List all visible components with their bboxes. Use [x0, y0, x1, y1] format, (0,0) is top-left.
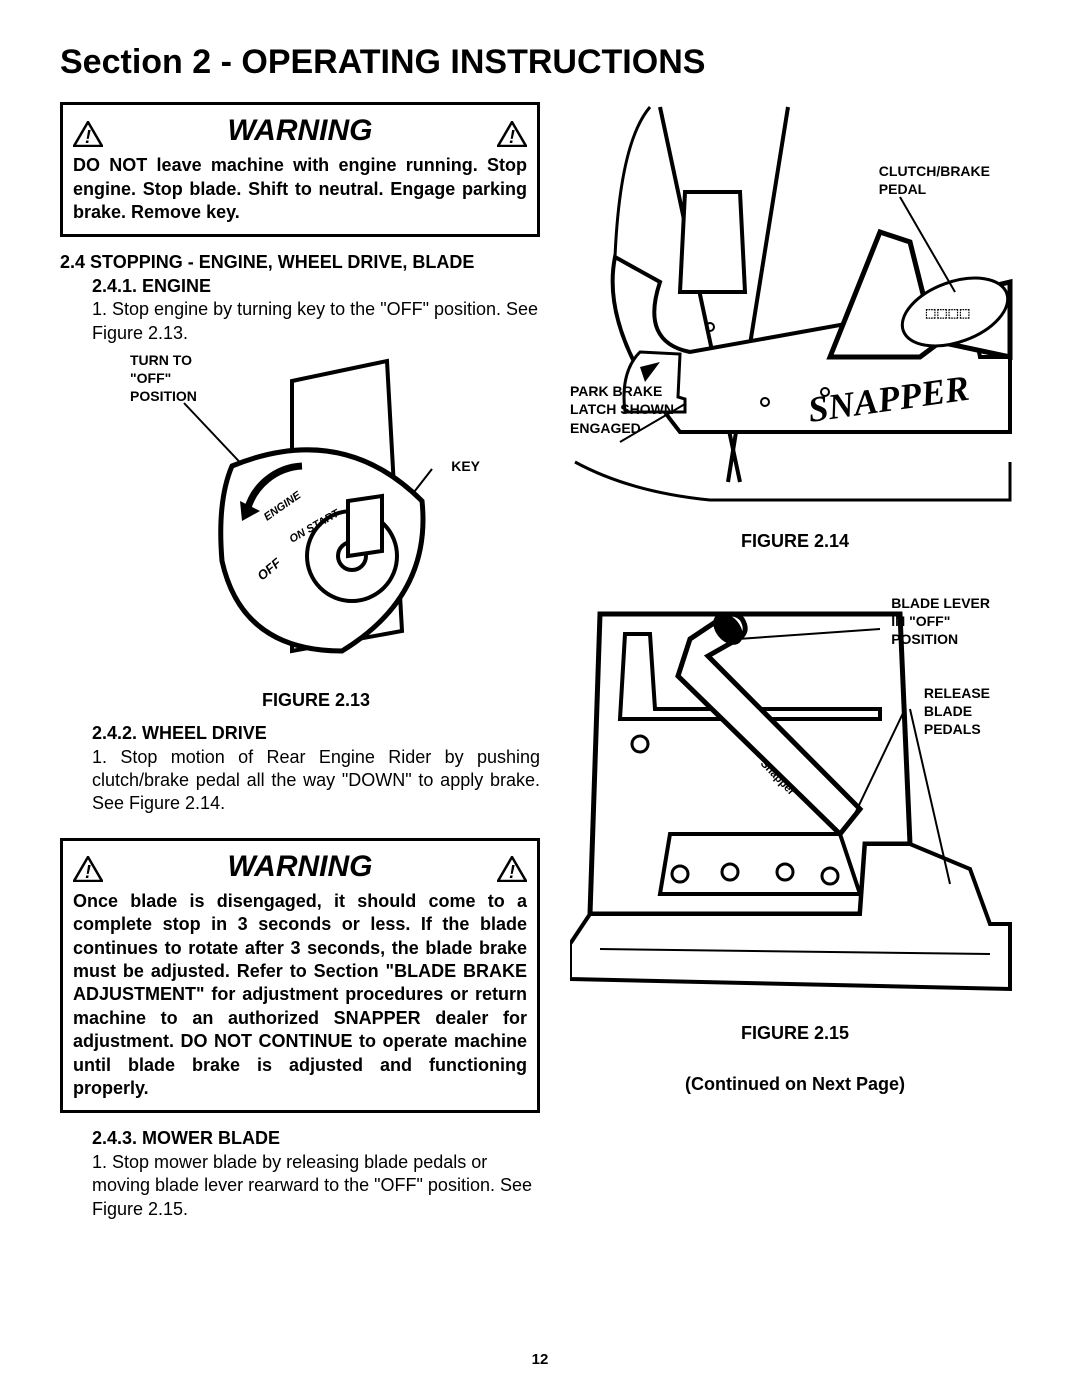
warning-text-1: DO NOT leave machine with engine running…	[73, 154, 527, 224]
figure-2-14: CLUTCH/BRAKE PEDAL PARK BRAKE LATCH SHOW…	[570, 102, 1020, 522]
body-2-4-1: 1. Stop engine by turning key to the "OF…	[60, 298, 540, 345]
warning-triangle-icon: !	[73, 853, 103, 879]
continued-next-page: (Continued on Next Page)	[570, 1073, 1020, 1096]
label-key: KEY	[451, 457, 480, 475]
svg-text:⬚⬚⬚⬚: ⬚⬚⬚⬚	[925, 306, 970, 320]
figure-2-14-caption: FIGURE 2.14	[570, 530, 1020, 553]
warning-header-1: ! WARNING !	[73, 111, 527, 150]
left-column: ! WARNING ! DO NOT leave machine with en…	[60, 102, 540, 1227]
warning-title-1: WARNING	[228, 111, 373, 150]
label-turn-off: TURN TO "OFF" POSITION	[130, 351, 197, 406]
heading-2-4: 2.4 STOPPING - ENGINE, WHEEL DRIVE, BLAD…	[60, 251, 540, 274]
warning-text-2: Once blade is disengaged, it should come…	[73, 890, 527, 1101]
figure-2-15-caption: FIGURE 2.15	[570, 1022, 1020, 1045]
warning-box-2: ! WARNING ! Once blade is disengaged, it…	[60, 838, 540, 1114]
right-column: CLUTCH/BRAKE PEDAL PARK BRAKE LATCH SHOW…	[570, 102, 1020, 1227]
figure-2-13: TURN TO "OFF" POSITION KEY ENGINE ON STA…	[92, 351, 540, 681]
label-clutch-brake-pedal: CLUTCH/BRAKE PEDAL	[879, 162, 990, 198]
warning-title-2: WARNING	[228, 847, 373, 886]
page-number: 12	[532, 1350, 549, 1370]
label-park-brake-latch: PARK BRAKE LATCH SHOWN ENGAGED	[570, 382, 674, 437]
page-title: Section 2 - OPERATING INSTRUCTIONS	[60, 40, 1020, 84]
heading-2-4-2: 2.4.2. WHEEL DRIVE	[60, 722, 540, 745]
warning-triangle-icon: !	[73, 118, 103, 144]
figure-2-15: BLADE LEVER IN "OFF" POSITION RELEASE BL…	[570, 584, 1020, 1014]
heading-2-4-3: 2.4.3. MOWER BLADE	[60, 1127, 540, 1150]
heading-2-4-1: 2.4.1. ENGINE	[60, 275, 540, 298]
label-release-pedals: RELEASE BLADE PEDALS	[924, 684, 990, 739]
body-2-4-2: 1. Stop motion of Rear Engine Rider by p…	[60, 746, 540, 816]
warning-box-1: ! WARNING ! DO NOT leave machine with en…	[60, 102, 540, 237]
svg-text:!: !	[85, 127, 91, 147]
warning-triangle-icon: !	[497, 853, 527, 879]
label-blade-lever: BLADE LEVER IN "OFF" POSITION	[891, 594, 990, 649]
svg-text:!: !	[85, 862, 91, 882]
warning-triangle-icon: !	[497, 118, 527, 144]
svg-text:!: !	[509, 862, 515, 882]
warning-header-2: ! WARNING !	[73, 847, 527, 886]
figure-2-13-caption: FIGURE 2.13	[92, 689, 540, 712]
body-2-4-3: 1. Stop mower blade by releasing blade p…	[60, 1151, 540, 1221]
svg-text:!: !	[509, 127, 515, 147]
two-column-layout: ! WARNING ! DO NOT leave machine with en…	[60, 102, 1020, 1227]
